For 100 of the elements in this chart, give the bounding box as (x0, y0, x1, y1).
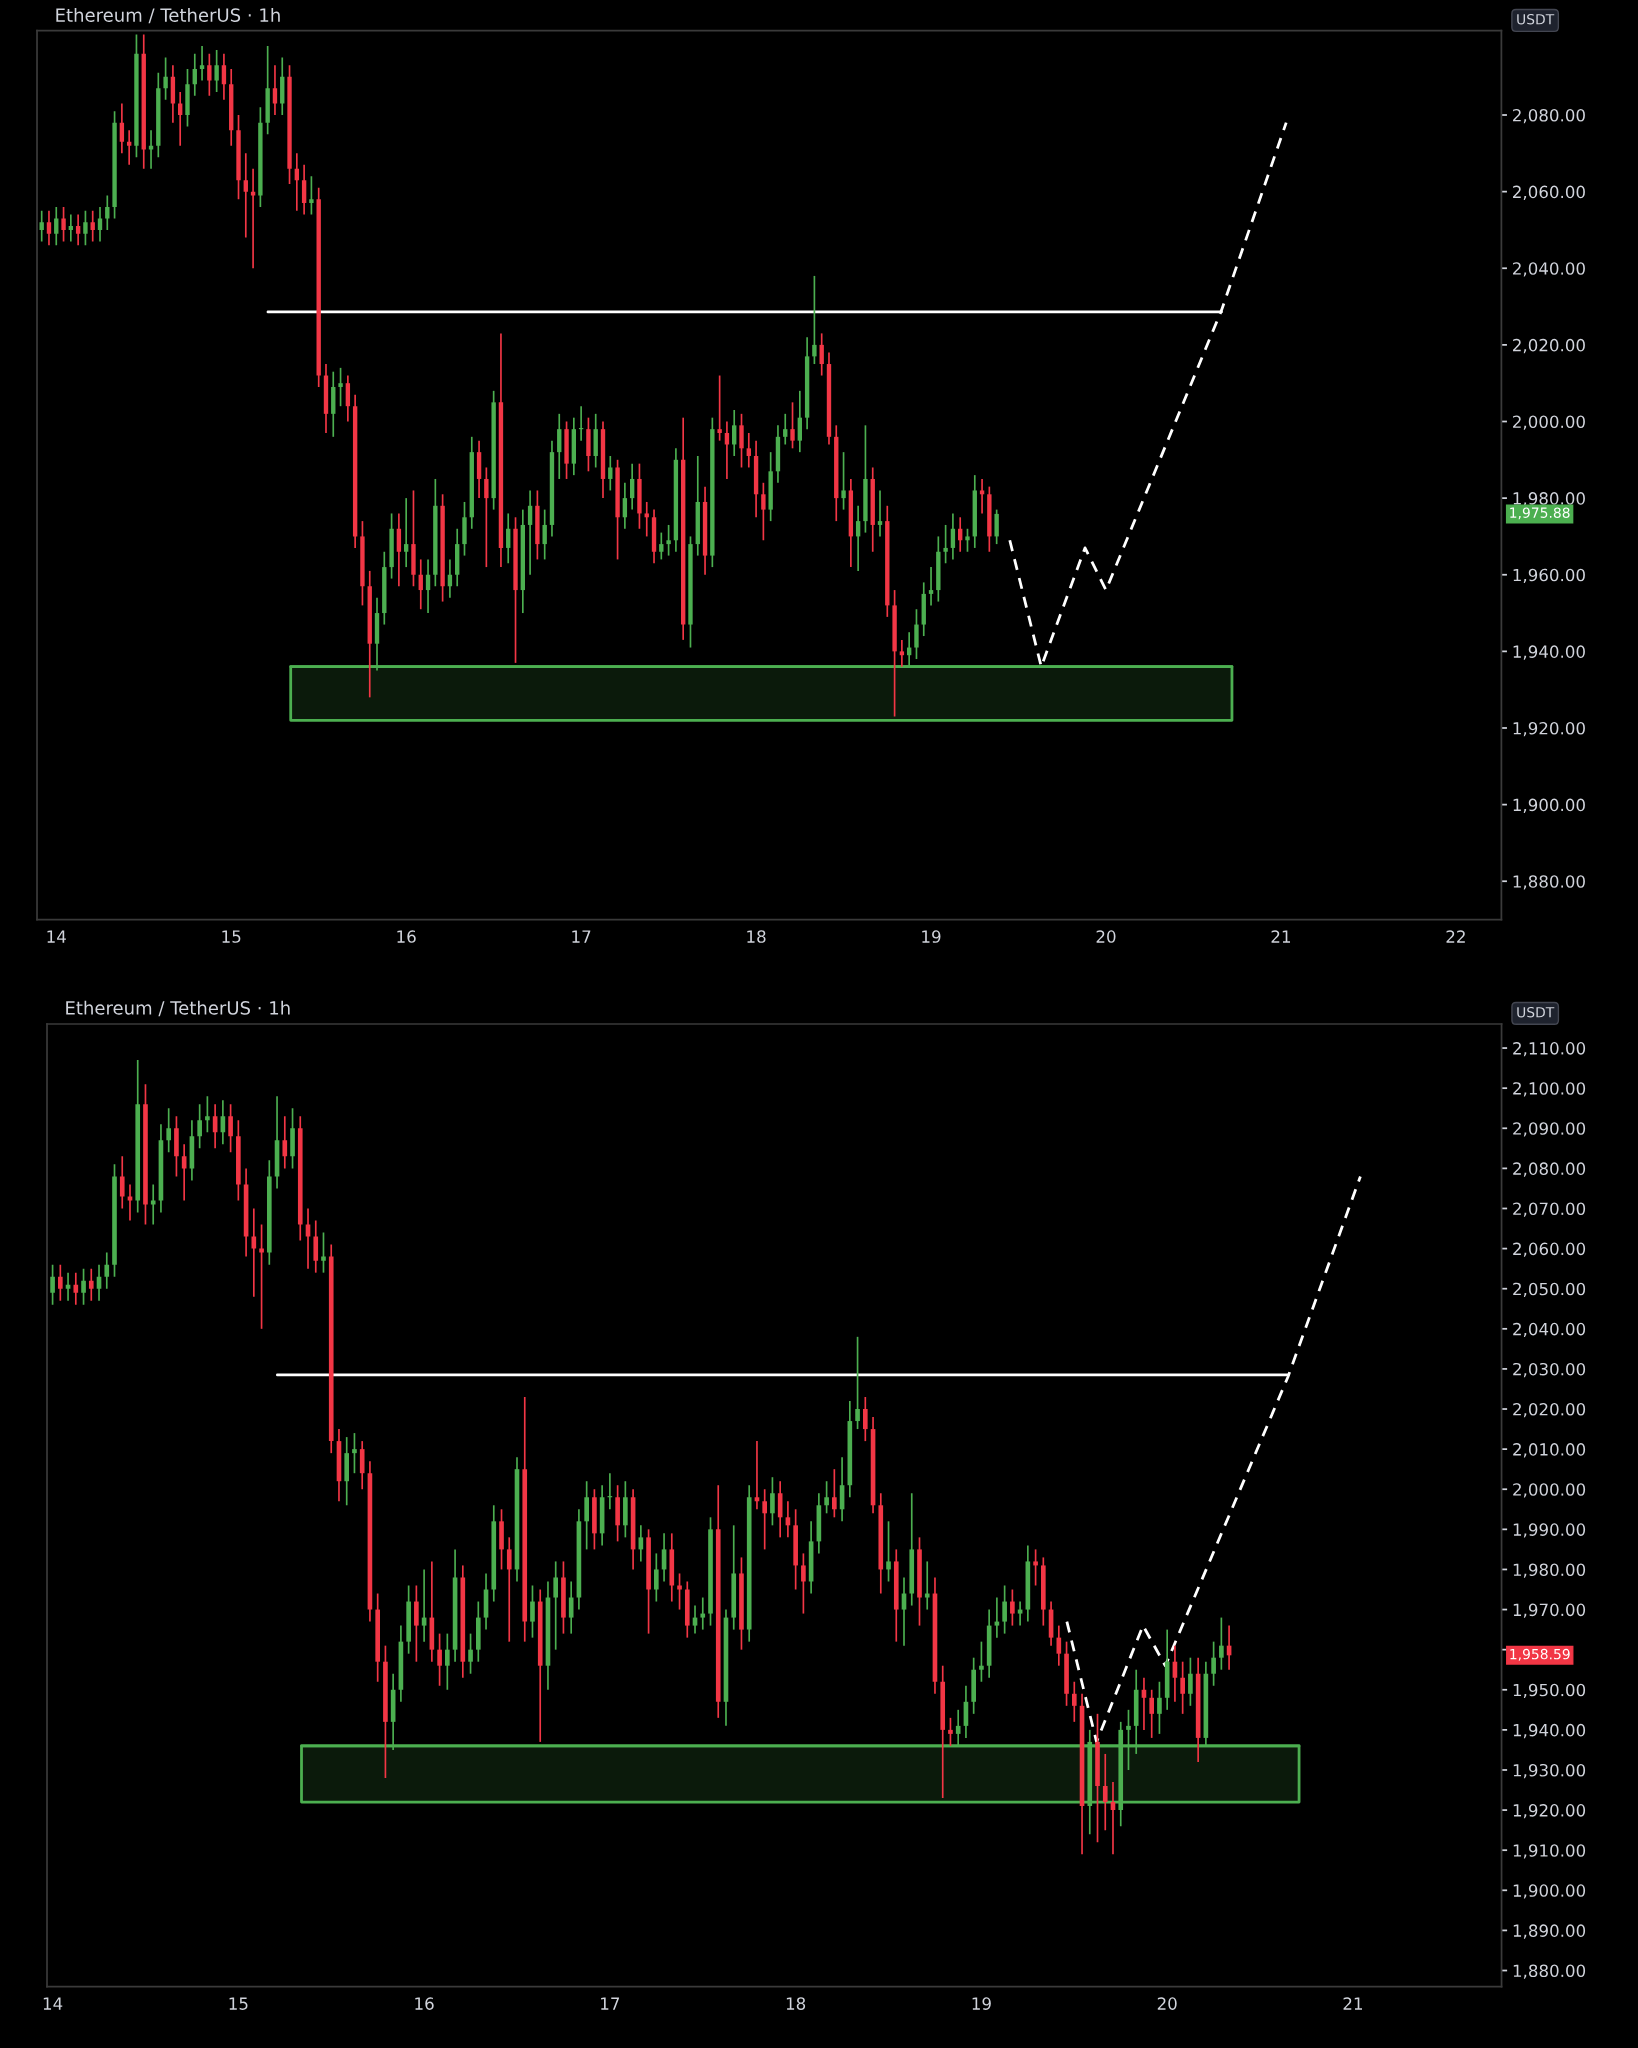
text: USDT (1517, 13, 1555, 25)
candlestick (197, 1103, 202, 1150)
y-tick-label: 1,980.00 (1513, 1563, 1586, 1578)
y-tick-label: 2,080.00 (1513, 1162, 1586, 1177)
candlestick (403, 497, 409, 568)
candlestick (666, 524, 671, 557)
candlestick (445, 1632, 450, 1691)
candlestick (824, 1480, 829, 1515)
chart-title: Ethereum / TetherUS · 1h (66, 1000, 290, 1017)
candlestick (862, 1396, 868, 1442)
candlestick (39, 209, 44, 243)
candlestick (88, 1267, 94, 1302)
candlestick (717, 374, 722, 442)
y-tick-label: 2,110.00 (1513, 1042, 1586, 1057)
x-tick-label: 16 (397, 930, 416, 943)
candlestick (943, 524, 948, 565)
candlestick (166, 1107, 172, 1154)
candlestick (654, 1552, 659, 1603)
x-tick-label: 15 (222, 930, 241, 943)
candlestick (899, 639, 905, 668)
candlestick (979, 1640, 984, 1683)
candlestick (629, 462, 635, 511)
candlestick (352, 1432, 357, 1475)
candlestick (119, 1155, 125, 1210)
x-tick-label: 20 (1157, 1997, 1177, 2010)
y-tick-label: 2,000.00 (1513, 1483, 1586, 1498)
x-tick-label: 16 (415, 1997, 434, 2010)
x-tick-label: 17 (572, 930, 591, 943)
candlestick (819, 332, 824, 377)
x-tick-label: 14 (47, 930, 66, 943)
y-tick-label: 1,940.00 (1513, 1723, 1586, 1739)
candlestick (886, 1520, 891, 1583)
x-tick-label: 21 (1271, 930, 1291, 943)
x-tick-label: 22 (1446, 930, 1465, 943)
candlestick (700, 1596, 706, 1631)
candlestick (832, 1468, 837, 1519)
x-tick-label: 20 (1096, 930, 1116, 943)
candlestick (801, 1552, 806, 1615)
y-tick-label: 1,960.00 (1513, 568, 1585, 584)
candlestick (83, 209, 88, 247)
candlestick (126, 129, 132, 166)
y-tick-label: 2,010.00 (1513, 1443, 1586, 1458)
candlestick (790, 401, 795, 450)
candlestick (739, 413, 744, 469)
y-tick-label: 2,060.00 (1513, 1242, 1586, 1257)
candlestick (1010, 1588, 1015, 1627)
y-tick-label: 2,090.00 (1513, 1122, 1586, 1137)
candlestick (68, 213, 74, 243)
y-tick-label: 1,950.00 (1513, 1683, 1586, 1699)
x-tick-label: 19 (922, 930, 941, 943)
y-tick-label: 1,940.00 (1513, 645, 1585, 660)
candlestick (855, 504, 861, 572)
candlestick (924, 1560, 930, 1611)
y-tick-label: 2,040.00 (1513, 262, 1585, 277)
candlestick (192, 52, 197, 97)
candlestick (1157, 1680, 1162, 1735)
candlestick (418, 558, 423, 611)
x-tick-label: 14 (43, 1997, 63, 2010)
candlestick (855, 1335, 860, 1430)
y-tick-label: 2,000.00 (1513, 415, 1585, 430)
y-tick-label: 2,070.00 (1513, 1202, 1586, 1217)
candlestick (1102, 1753, 1108, 1831)
candlestick (965, 527, 970, 553)
candlestick (812, 275, 817, 365)
candlestick (301, 163, 307, 216)
candlestick (659, 531, 664, 561)
candlestick (770, 1476, 775, 1527)
y-tick-label: 1,880.00 (1513, 875, 1585, 890)
candlestick (468, 1632, 473, 1675)
candlestick (928, 566, 934, 607)
x-tick-label: 18 (747, 930, 766, 943)
candlestick (608, 455, 613, 492)
candlestick (644, 501, 649, 538)
candlestick (557, 413, 562, 480)
y-tick-label: 2,020.00 (1513, 338, 1585, 354)
candlestick (527, 489, 533, 576)
candlestick (1180, 1660, 1185, 1715)
y-tick-label: 1,910.00 (1513, 1844, 1586, 1859)
candlestick (530, 1584, 535, 1639)
y-tick-label: 2,020.00 (1513, 1402, 1586, 1418)
candlestick (243, 152, 248, 239)
candlestick (746, 432, 751, 469)
candlestick (568, 1580, 574, 1635)
candlestick (58, 1263, 63, 1302)
candlestick (1071, 1680, 1077, 1723)
x-tick-label: 21 (1343, 1997, 1363, 2010)
candlestick (282, 1115, 288, 1170)
candlestick (762, 1488, 767, 1551)
candlestick (150, 1183, 156, 1226)
candlestick (205, 1095, 210, 1134)
candlestick (797, 390, 803, 453)
chart-title: Ethereum / TetherUS · 1h (56, 7, 280, 24)
text: 1,975.88 (1510, 507, 1570, 520)
x-tick-label: 15 (229, 1997, 248, 2010)
candlestick (221, 52, 227, 101)
candlestick (1002, 1584, 1007, 1635)
candlestick (542, 508, 547, 561)
y-tick-label: 2,080.00 (1513, 108, 1585, 124)
y-tick-label: 1,990.00 (1513, 1523, 1586, 1538)
candlestick (877, 489, 883, 538)
